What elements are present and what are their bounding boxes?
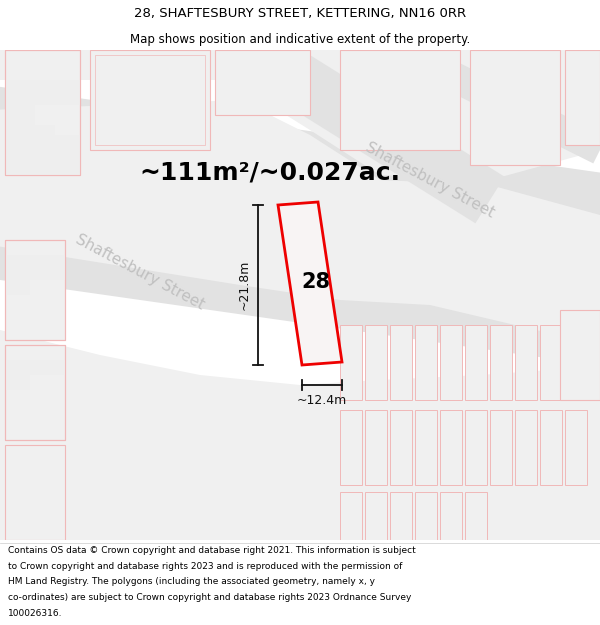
Polygon shape xyxy=(540,325,562,400)
Polygon shape xyxy=(565,410,587,485)
Polygon shape xyxy=(90,50,210,150)
Text: Map shows position and indicative extent of the property.: Map shows position and indicative extent… xyxy=(130,32,470,46)
Polygon shape xyxy=(440,492,462,540)
Text: 28, SHAFTESBURY STREET, KETTERING, NN16 0RR: 28, SHAFTESBURY STREET, KETTERING, NN16 … xyxy=(134,7,466,20)
Polygon shape xyxy=(390,410,412,485)
Text: Shaftesbury Street: Shaftesbury Street xyxy=(363,139,497,221)
Polygon shape xyxy=(235,27,505,223)
Polygon shape xyxy=(5,445,65,540)
Polygon shape xyxy=(465,325,487,400)
Polygon shape xyxy=(415,492,437,540)
Polygon shape xyxy=(278,202,342,365)
Polygon shape xyxy=(390,325,412,400)
Polygon shape xyxy=(5,360,65,390)
Text: 28: 28 xyxy=(302,272,331,292)
Text: ~12.4m: ~12.4m xyxy=(297,394,347,406)
Polygon shape xyxy=(340,410,362,485)
Polygon shape xyxy=(390,492,412,540)
Polygon shape xyxy=(365,492,387,540)
Polygon shape xyxy=(340,492,362,540)
Polygon shape xyxy=(0,208,600,372)
Polygon shape xyxy=(470,50,560,165)
Text: HM Land Registry. The polygons (including the associated geometry, namely x, y: HM Land Registry. The polygons (includin… xyxy=(8,578,375,586)
Text: Contains OS data © Crown copyright and database right 2021. This information is : Contains OS data © Crown copyright and d… xyxy=(8,546,416,555)
Text: Shaftesbury Street: Shaftesbury Street xyxy=(73,232,207,312)
Polygon shape xyxy=(5,80,80,125)
Polygon shape xyxy=(560,310,600,400)
Polygon shape xyxy=(465,410,487,485)
Polygon shape xyxy=(540,410,562,485)
Polygon shape xyxy=(393,37,600,163)
Polygon shape xyxy=(340,50,460,150)
Polygon shape xyxy=(565,50,600,145)
Polygon shape xyxy=(415,325,437,400)
Polygon shape xyxy=(0,100,600,345)
Text: to Crown copyright and database rights 2023 and is reproduced with the permissio: to Crown copyright and database rights 2… xyxy=(8,562,402,571)
Polygon shape xyxy=(515,325,537,400)
Polygon shape xyxy=(0,50,600,180)
Polygon shape xyxy=(465,492,487,540)
Polygon shape xyxy=(5,240,65,340)
Polygon shape xyxy=(340,325,362,400)
Polygon shape xyxy=(5,50,80,175)
Text: 100026316.: 100026316. xyxy=(8,609,62,618)
Polygon shape xyxy=(515,410,537,485)
Polygon shape xyxy=(440,410,462,485)
Polygon shape xyxy=(365,410,387,485)
Polygon shape xyxy=(0,80,600,240)
Polygon shape xyxy=(365,325,387,400)
Polygon shape xyxy=(5,125,80,175)
Polygon shape xyxy=(565,325,587,400)
Polygon shape xyxy=(5,345,65,440)
Polygon shape xyxy=(490,410,512,485)
Text: co-ordinates) are subject to Crown copyright and database rights 2023 Ordnance S: co-ordinates) are subject to Crown copyr… xyxy=(8,593,411,602)
Polygon shape xyxy=(5,255,65,295)
Polygon shape xyxy=(415,410,437,485)
Polygon shape xyxy=(490,325,512,400)
Text: ~111m²/~0.027ac.: ~111m²/~0.027ac. xyxy=(139,161,401,185)
Polygon shape xyxy=(215,50,310,115)
Polygon shape xyxy=(440,325,462,400)
Text: ~21.8m: ~21.8m xyxy=(238,260,251,310)
Polygon shape xyxy=(0,320,600,540)
